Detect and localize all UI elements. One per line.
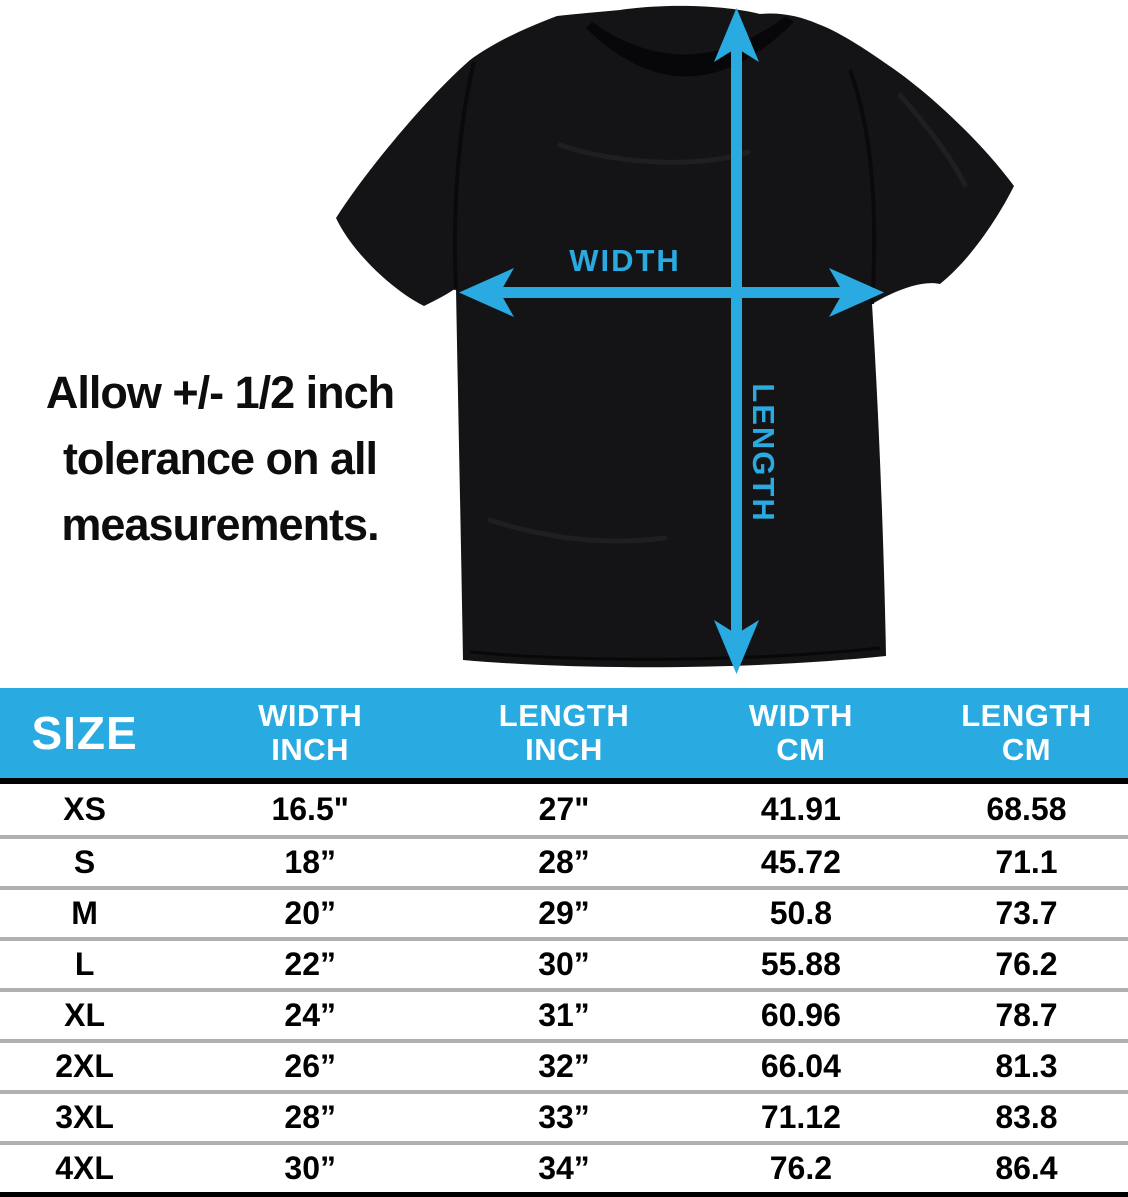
column-header-length-inch: LENGTH INCH: [498, 698, 630, 767]
size-cell: M: [71, 895, 98, 931]
width-inch-cell: 30”: [284, 1150, 336, 1186]
column-header-width-cm: WIDTH CM: [748, 698, 853, 767]
table-row-m: M 20” 29” 50.8 73.7: [0, 886, 1128, 937]
tshirt-shape: [336, 5, 1014, 668]
size-table: SIZE WIDTH INCH LENGTH INCH WIDTH CM LEN…: [0, 688, 1128, 1197]
length-inch-cell: 29”: [538, 895, 590, 931]
tolerance-note-line: tolerance on all: [62, 433, 378, 484]
width-cm-cell: 76.2: [769, 1150, 832, 1186]
length-arrow-label: LENGTH: [746, 383, 781, 523]
tshirt-diagram: WIDTH LENGTH Allow +/- 1/2 inch toleranc…: [5, 5, 1014, 674]
shoulder-crease: [897, 92, 968, 188]
length-cm-cell: 81.3: [995, 1048, 1058, 1084]
width-cm-cell: 45.72: [760, 844, 841, 880]
size-cell: XL: [64, 997, 106, 1033]
width-cm-cell: 41.91: [760, 791, 841, 827]
width-inch-cell: 28”: [284, 1099, 336, 1135]
table-row-3xl: 3XL 28” 33” 71.12 83.8: [0, 1090, 1128, 1141]
width-inch-cell: 22”: [284, 946, 336, 982]
length-inch-cell: 27": [538, 791, 590, 827]
right-sleeve-seam: [848, 69, 877, 305]
column-header-width-inch: WIDTH INCH: [258, 698, 363, 767]
length-inch-cell: 31”: [538, 997, 590, 1033]
length-inch-cell: 30”: [538, 946, 590, 982]
tolerance-note: Allow +/- 1/2 inch tolerance on all meas…: [5, 360, 435, 558]
header-divider: [0, 778, 1128, 784]
tolerance-note-line: measurements.: [61, 499, 379, 550]
table-row-4xl: 4XL 30” 34” 76.2 86.4: [0, 1141, 1128, 1192]
width-inch-cell: 26”: [284, 1048, 336, 1084]
length-cm-cell: 71.1: [995, 844, 1058, 880]
size-table-body: XS 16.5" 27" 41.91 68.58 S 18” 28” 45.72…: [0, 784, 1128, 1192]
length-cm-cell: 76.2: [995, 946, 1058, 982]
bottom-border: [0, 1192, 1128, 1197]
width-arrow-label: WIDTH: [569, 243, 681, 278]
size-cell: 4XL: [55, 1150, 114, 1186]
length-cm-cell: 68.58: [986, 791, 1067, 827]
left-sleeve-seam: [452, 61, 476, 291]
size-cell: S: [73, 844, 96, 880]
length-inch-cell: 28”: [538, 844, 590, 880]
length-inch-cell: 32”: [538, 1048, 590, 1084]
tshirt-illustration: [336, 5, 1014, 674]
length-inch-cell: 33”: [538, 1099, 590, 1135]
width-cm-cell: 50.8: [769, 895, 832, 931]
length-arrow: [714, 8, 759, 674]
size-cell: 3XL: [55, 1099, 114, 1135]
body-crease: [487, 517, 668, 544]
table-row-2xl: 2XL 26” 32” 66.04 81.3: [0, 1039, 1128, 1090]
size-cell: XS: [63, 791, 106, 827]
tolerance-note-line: Allow +/- 1/2 inch: [45, 367, 395, 418]
size-cell: 2XL: [55, 1048, 114, 1084]
size-table-header: SIZE WIDTH INCH LENGTH INCH WIDTH CM LEN…: [0, 688, 1128, 778]
length-cm-cell: 78.7: [995, 997, 1058, 1033]
column-header-size: SIZE: [31, 707, 138, 759]
width-cm-cell: 71.12: [760, 1099, 841, 1135]
width-cm-cell: 60.96: [760, 997, 841, 1033]
width-inch-cell: 16.5": [271, 791, 349, 827]
table-row-xl: XL 24” 31” 60.96 78.7: [0, 988, 1128, 1039]
length-inch-cell: 34”: [538, 1150, 590, 1186]
table-row-xs: XS 16.5" 27" 41.91 68.58: [0, 784, 1128, 835]
width-cm-cell: 55.88: [760, 946, 841, 982]
table-row-s: S 18” 28” 45.72 71.1: [0, 835, 1128, 886]
length-cm-cell: 73.7: [995, 895, 1058, 931]
chest-crease: [557, 142, 751, 165]
hem-stitch: [469, 646, 881, 661]
column-header-length-cm: LENGTH CM: [961, 698, 1092, 767]
width-inch-cell: 18”: [284, 844, 336, 880]
size-cell: L: [74, 946, 95, 982]
width-inch-cell: 24”: [284, 997, 336, 1033]
width-inch-cell: 20”: [284, 895, 336, 931]
width-cm-cell: 66.04: [760, 1048, 841, 1084]
length-cm-cell: 83.8: [995, 1099, 1058, 1135]
table-row-l: L 22” 30” 55.88 76.2: [0, 937, 1128, 988]
length-cm-cell: 86.4: [995, 1150, 1058, 1186]
width-arrow: [459, 268, 884, 317]
